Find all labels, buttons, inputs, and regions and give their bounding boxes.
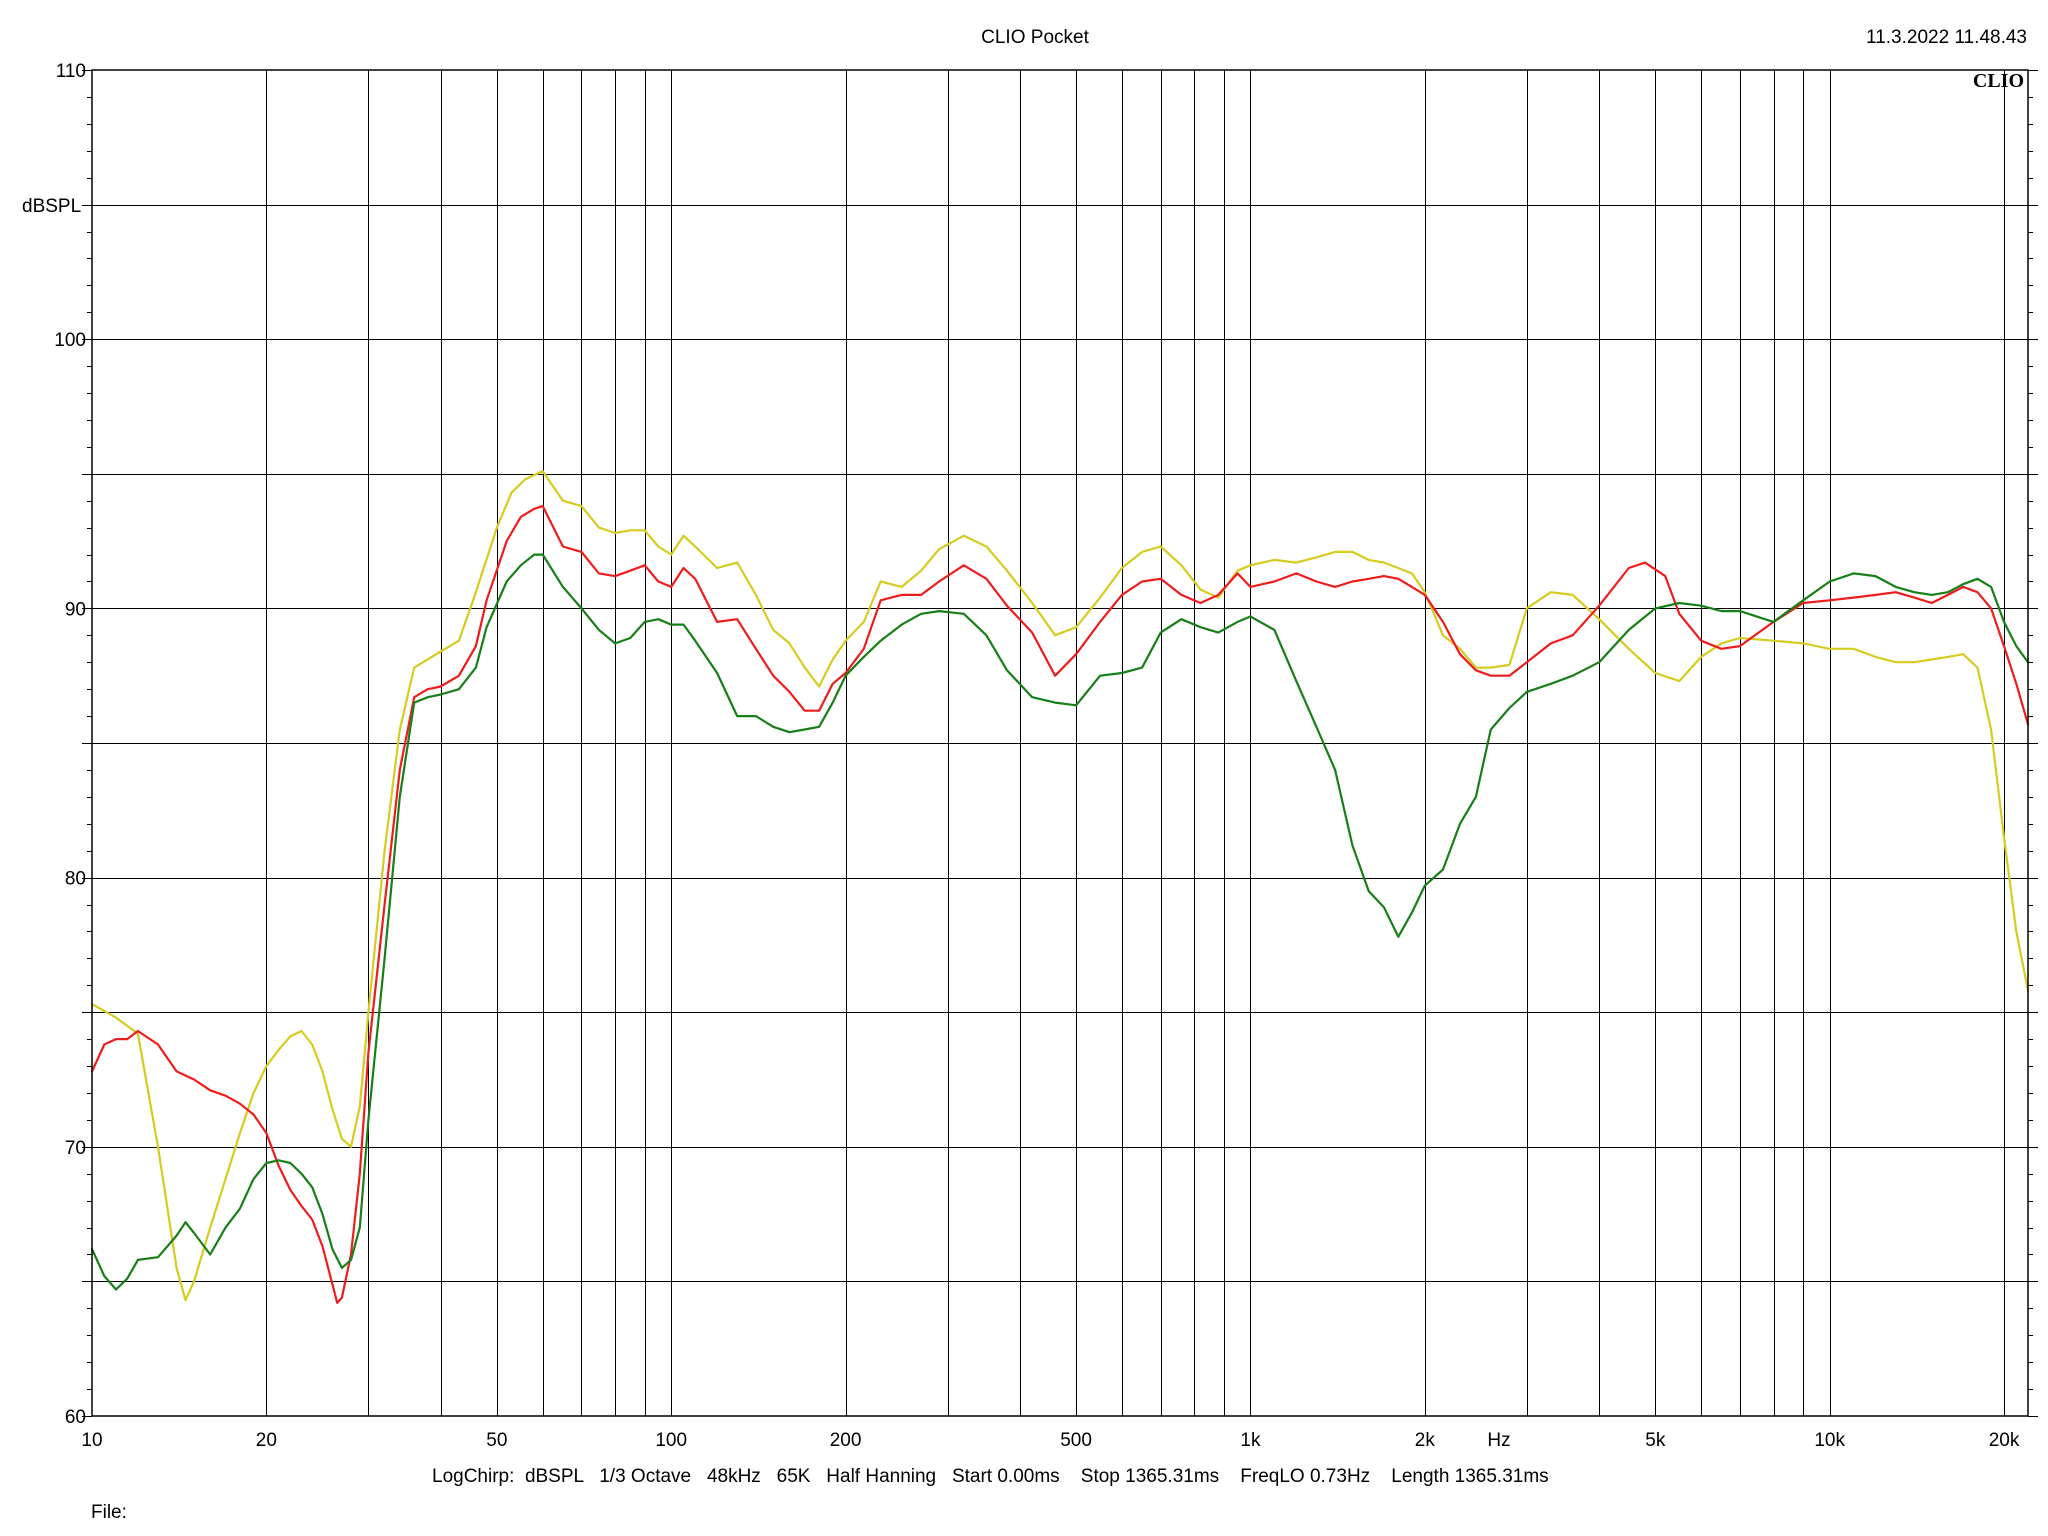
y-tick-label: 70 — [65, 1138, 86, 1159]
traces — [90, 470, 2030, 1304]
trace-2 — [90, 505, 2030, 1304]
y-tick-label: 60 — [65, 1407, 86, 1428]
plot-grid — [82, 70, 2038, 1417]
trace-1 — [90, 470, 2030, 1302]
chart-title: CLIO Pocket — [981, 27, 1089, 48]
x-tick-label: 20k — [1989, 1430, 2020, 1451]
timestamp: 11.3.2022 11.48.43 — [1866, 27, 2027, 48]
x-tick-label: 10k — [1814, 1430, 1845, 1451]
y-tick-label: 100 — [54, 330, 86, 351]
x-tick-labels: 10 20 50 100 200 500 1k 2k 5k 10k 20k — [81, 1430, 2019, 1451]
file-label: File: — [91, 1502, 127, 1523]
x-tick-label: 100 — [655, 1430, 687, 1451]
x-tick-label: 5k — [1645, 1430, 1666, 1451]
trace-3 — [90, 553, 2030, 1291]
y-axis-label: dBSPL — [22, 196, 81, 217]
x-tick-label: 1k — [1240, 1430, 1261, 1451]
x-tick-label: 10 — [81, 1430, 102, 1451]
x-axis-label: Hz — [1487, 1430, 1510, 1451]
x-tick-label: 500 — [1060, 1430, 1092, 1451]
y-tick-label: 110 — [56, 61, 86, 82]
measurement-settings: LogChirp: dBSPL 1/3 Octave 48kHz 65K Hal… — [432, 1466, 1549, 1487]
x-tick-label: 200 — [830, 1430, 862, 1451]
clio-logo: CLIO — [1973, 70, 2024, 92]
y-tick-labels: 60 70 80 90 100 110 — [54, 61, 86, 1428]
x-tick-label: 2k — [1415, 1430, 1436, 1451]
plot-frame — [91, 69, 2029, 1417]
x-tick-label: 50 — [486, 1430, 507, 1451]
y-tick-label: 90 — [65, 599, 86, 620]
y-tick-label: 80 — [65, 869, 86, 890]
x-tick-label: 20 — [256, 1430, 277, 1451]
